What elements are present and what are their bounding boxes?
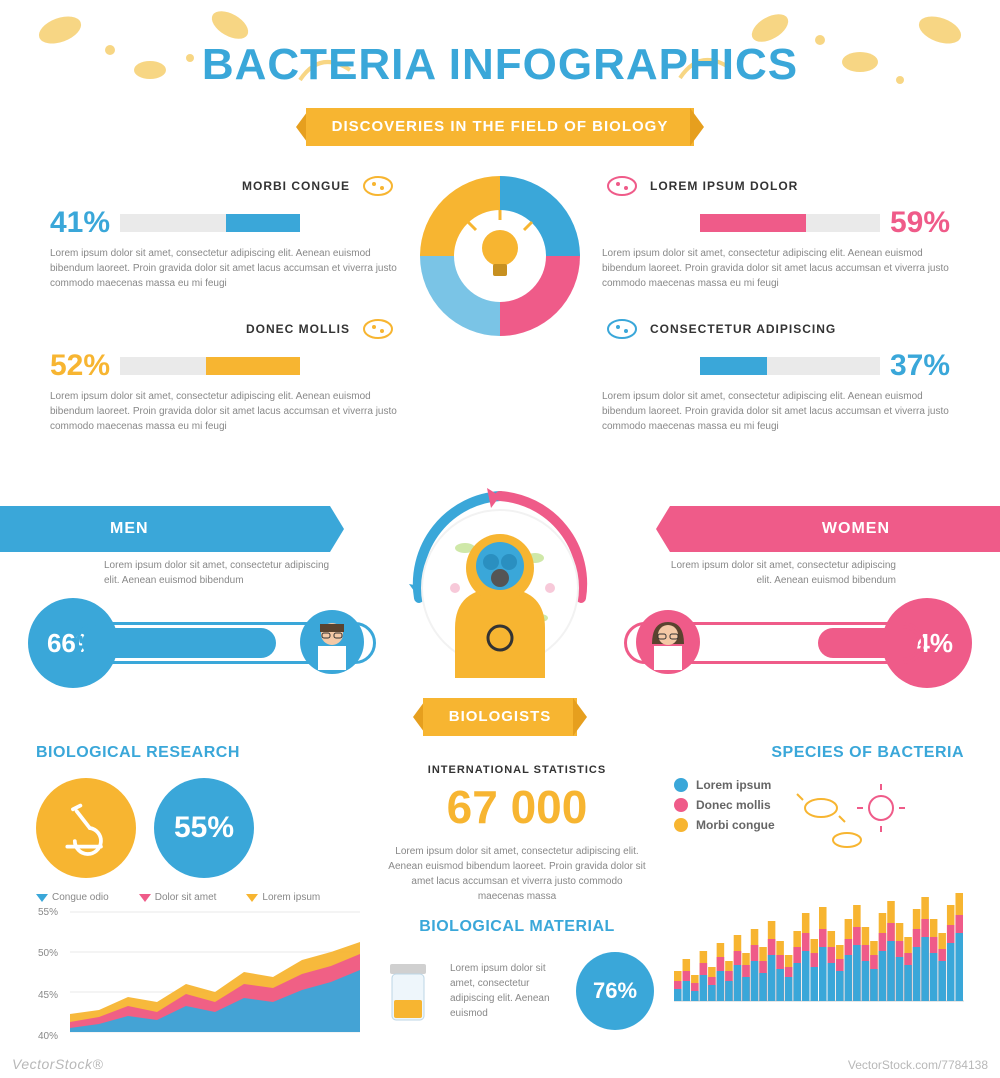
intl-col: INTERNATIONAL STATISTICS 67 000 Lorem ip… <box>380 744 654 1042</box>
donut-chart <box>410 166 590 434</box>
species-bar-chart <box>674 858 964 1008</box>
discovery-item: LOREM IPSUM DOLOR59%Lorem ipsum dolor si… <box>602 166 950 291</box>
area-chart-legend: Congue odioDolor sit ametLorem ipsum <box>36 892 360 903</box>
discoveries-section: MORBI CONGUE41%Lorem ipsum dolor sit ame… <box>0 156 1000 434</box>
men-desc: Lorem ipsum dolor sit amet, consectetur … <box>104 558 334 588</box>
lower-section: BIOLOGICAL RESEARCH 55% Congue odioDolor… <box>0 722 1000 1042</box>
man-scientist-avatar <box>300 610 364 674</box>
research-heading: BIOLOGICAL RESEARCH <box>36 744 360 762</box>
ribbon-discoveries: DISCOVERIES IN THE FIELD OF BIOLOGY <box>270 108 730 146</box>
jar-icon <box>380 956 436 1026</box>
area-chart <box>70 907 360 1037</box>
biomat-body: Lorem ipsum dolor sit amet, consectetur … <box>450 961 562 1021</box>
hazmat-figure <box>395 478 605 688</box>
watermark: VectorStock® <box>12 1056 103 1072</box>
microscope-icon <box>36 778 136 878</box>
discovery-item: MORBI CONGUE41%Lorem ipsum dolor sit ame… <box>50 166 398 291</box>
page-title: BACTERIA INFOGRAPHICS <box>0 0 1000 90</box>
discovery-item: CONSECTETUR ADIPISCING37%Lorem ipsum dol… <box>602 309 950 434</box>
ribbon-biologists: BIOLOGISTS <box>330 698 670 736</box>
intl-sub: INTERNATIONAL STATISTICS <box>380 764 654 776</box>
gender-section: MEN WOMEN Lorem ipsum dolor sit amet, co… <box>0 462 1000 722</box>
watermark-id: VectorStock.com/7784138 <box>848 1058 988 1072</box>
research-col: BIOLOGICAL RESEARCH 55% Congue odioDolor… <box>36 744 360 1042</box>
women-band: WOMEN <box>670 506 1000 552</box>
women-desc: Lorem ipsum dolor sit amet, consectetur … <box>666 558 896 588</box>
bacteria-decor-icon <box>791 778 911 858</box>
area-chart-yticks: 55%50%45%40% <box>38 907 58 1042</box>
biomat-pct-circle: 76% <box>576 952 654 1030</box>
intl-number: 67 000 <box>380 780 654 834</box>
intl-body: Lorem ipsum dolor sit amet, consectetur … <box>380 844 654 918</box>
woman-scientist-avatar <box>636 610 700 674</box>
species-col: SPECIES OF BACTERIA Lorem ipsumDonec mol… <box>674 744 964 1042</box>
biomat-heading: BIOLOGICAL MATERIAL <box>380 918 654 936</box>
discovery-item: DONEC MOLLIS52%Lorem ipsum dolor sit ame… <box>50 309 398 434</box>
species-heading: SPECIES OF BACTERIA <box>674 744 964 762</box>
research-pct-circle: 55% <box>154 778 254 878</box>
men-band: MEN <box>0 506 330 552</box>
species-legend: Lorem ipsumDonec mollisMorbi congue <box>674 778 775 838</box>
